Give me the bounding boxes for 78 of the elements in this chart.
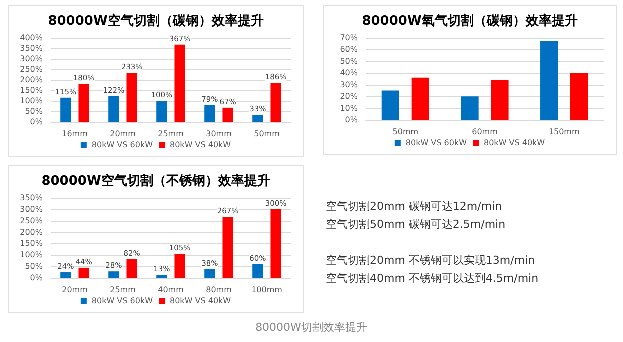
y-tick-label: 250% xyxy=(20,65,44,74)
bar xyxy=(126,259,138,278)
bar xyxy=(60,98,72,122)
y-tick-label: 0% xyxy=(30,274,44,282)
x-tick-label: 20mm xyxy=(62,286,88,294)
y-tick-label: 40% xyxy=(340,68,358,78)
x-tick-label: 150mm xyxy=(548,128,580,136)
text: 空气切割20mm 碳钢可达12m/min xyxy=(326,199,504,215)
bar xyxy=(382,90,400,120)
y-tick-label: 350% xyxy=(20,194,44,202)
bar xyxy=(156,275,168,278)
text: 空气切割20mm 不锈钢可以实现13m/min xyxy=(326,253,536,269)
y-tick-label: 50% xyxy=(25,262,44,272)
text: 空气切割50mm 碳钢可达2.5m/min xyxy=(326,217,507,233)
bar xyxy=(156,101,168,122)
x-tick-label: 40mm xyxy=(158,286,184,294)
bar xyxy=(222,108,234,122)
bar xyxy=(108,272,120,278)
y-tick-label: 300% xyxy=(20,54,44,64)
bar xyxy=(126,73,138,122)
x-tick-label: 100mm xyxy=(252,286,283,294)
chart-title: 80000W氧气切割（碳钢）效率提升 xyxy=(362,13,578,29)
y-tick-label: 150% xyxy=(20,86,44,95)
y-tick-label: 250% xyxy=(20,216,44,226)
x-tick-label: 50mm xyxy=(392,128,419,136)
y-tick-label: 30% xyxy=(340,80,358,90)
y-tick-label: 300% xyxy=(20,204,44,214)
chart-title: 80000W空气切割（碳钢）效率提升 xyxy=(48,13,264,29)
y-tick-label: 50% xyxy=(340,56,358,66)
x-tick-label: 50mm xyxy=(254,130,280,138)
text: 80000W切割效率提升 xyxy=(254,320,368,335)
bar xyxy=(461,96,479,120)
y-tick-label: 0% xyxy=(30,118,44,126)
x-tick-label: 60mm xyxy=(472,128,498,136)
x-tick-label: 30mm xyxy=(206,130,232,138)
text: 空气切割40mm 不锈钢可以达到4.5m/min xyxy=(326,271,539,287)
legend-label: 80kW VS 40kW xyxy=(170,140,232,150)
y-tick-label: 350% xyxy=(20,44,44,53)
bar xyxy=(270,82,282,122)
bar xyxy=(60,272,72,278)
legend-label: 80kW VS 60kW xyxy=(92,296,154,306)
bar xyxy=(204,269,216,278)
legend-label: 80kW VS 40kW xyxy=(484,138,546,148)
y-tick-label: 400% xyxy=(20,34,44,42)
bar xyxy=(252,264,264,278)
bar xyxy=(252,115,264,122)
bar xyxy=(222,216,234,278)
y-tick-label: 20% xyxy=(340,92,358,102)
y-tick-label: 100% xyxy=(20,250,44,260)
bar xyxy=(204,105,216,122)
legend-label: 80kW VS 60kW xyxy=(406,138,468,148)
bar xyxy=(78,268,90,278)
x-tick-label: 25mm xyxy=(158,130,184,138)
bar xyxy=(174,254,186,278)
y-tick-label: 200% xyxy=(20,76,44,84)
x-tick-label: 16mm xyxy=(62,130,88,138)
x-tick-label: 80mm xyxy=(206,286,232,294)
y-tick-label: 50% xyxy=(25,107,44,116)
legend-label: 80kW VS 40kW xyxy=(170,296,232,306)
x-tick-label: 20mm xyxy=(110,130,136,138)
bar xyxy=(570,73,588,120)
bar xyxy=(78,84,90,122)
y-tick-label: 0% xyxy=(345,116,358,124)
y-tick-label: 200% xyxy=(20,228,44,237)
bar xyxy=(270,209,282,278)
bar xyxy=(174,44,186,122)
y-tick-label: 150% xyxy=(20,239,44,248)
bar xyxy=(108,96,120,122)
y-tick-label: 70% xyxy=(340,34,358,42)
bar xyxy=(540,42,558,120)
y-tick-label: 100% xyxy=(20,96,44,106)
x-tick-label: 25mm xyxy=(110,286,136,294)
chart-title: 80000W空气切割（不锈钢）效率提升 xyxy=(42,173,270,189)
bar xyxy=(491,80,509,120)
bar xyxy=(412,78,430,120)
y-tick-label: 60% xyxy=(340,45,358,54)
legend-label: 80kW VS 60kW xyxy=(92,140,154,150)
y-tick-label: 10% xyxy=(340,104,358,113)
